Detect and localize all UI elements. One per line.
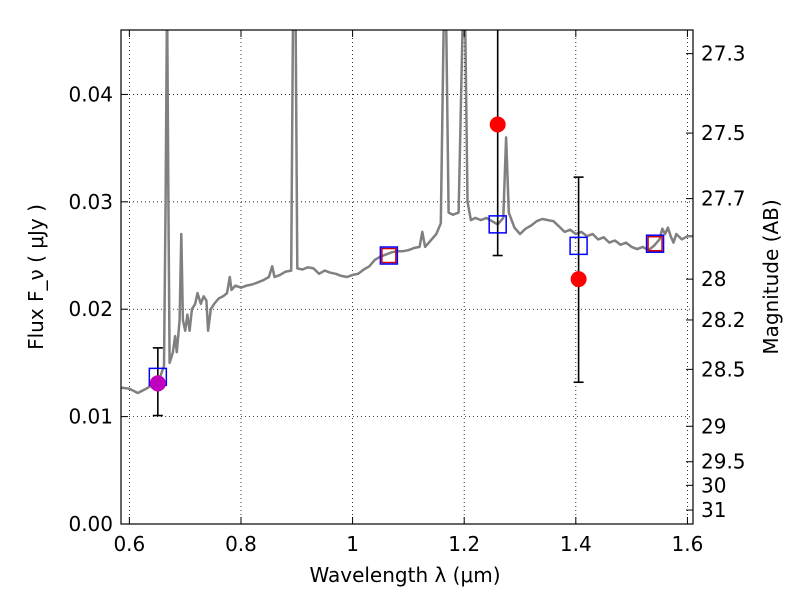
model-blue-square: [379, 246, 399, 265]
mag-tick-label: 27.7: [701, 187, 746, 211]
purple-point: [149, 375, 166, 392]
x-tick-label: 1.6: [672, 532, 704, 556]
x-tick-label: 0.6: [113, 532, 145, 556]
x-tick-label: 1.4: [560, 532, 592, 556]
y-axis-label: Flux F_ν ( μJy ): [24, 204, 48, 350]
x-tick-label: 1: [346, 532, 359, 556]
y-tick-label: 0.03: [68, 190, 113, 214]
model-red-square: [647, 235, 663, 252]
y-tick-label: 0.01: [68, 405, 113, 429]
mag-tick-label: 30: [701, 473, 726, 497]
mag-tick-label: 28: [701, 267, 726, 291]
spectrum: [121, 30, 693, 395]
mag-tick-label: 27.5: [701, 121, 746, 145]
mag-tick-label: 27.3: [701, 42, 746, 66]
y-tick-label: 0.00: [68, 512, 113, 536]
model-blue-square: [645, 234, 665, 253]
y-tick-label: 0.02: [68, 297, 113, 321]
x-tick-label: 1.2: [448, 532, 480, 556]
mag-tick-label: 28.2: [701, 308, 746, 332]
x-tick-label: 0.8: [225, 532, 257, 556]
plot-frame: [120, 29, 694, 525]
y-tick-label: 0.04: [68, 82, 113, 106]
spectrum-line: [121, 30, 693, 395]
model-blue-square: [569, 236, 588, 256]
axis-ticks: 0.6 0.8 1 1.2 1.4 1.6 0.00 0.01 0.02 0.03 0.04 27.3…: [68, 30, 746, 556]
y-axis-right-label: Magnitude (AB): [759, 199, 783, 354]
mag-tick-label: 29.5: [701, 450, 746, 474]
model-blue-square: [488, 215, 507, 234]
observed-point: [570, 271, 587, 288]
mag-tick-label: 28.5: [701, 357, 746, 381]
x-axis-label: Wavelength λ (μm): [309, 563, 500, 587]
mag-tick-label: 29: [701, 414, 726, 438]
markers: [148, 30, 665, 417]
observed-point: [489, 116, 506, 133]
mag-tick-label: 31: [701, 498, 726, 522]
grid: [121, 30, 693, 525]
model-red-square: [381, 247, 397, 264]
